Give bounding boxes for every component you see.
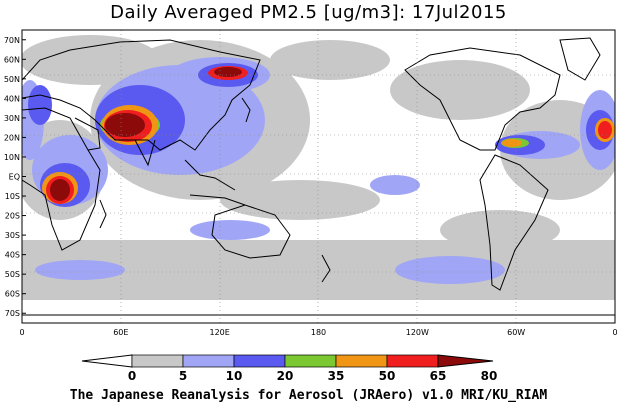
pm25-map: 70N 60N 50N 40N 30N 20N 10N EQ 10S 20S 30S 40S 50S 60… bbox=[4, 29, 617, 337]
lon-label-5: 60W bbox=[507, 328, 525, 337]
lat-label-70n: 70N bbox=[4, 36, 20, 45]
lon-label-4: 120W bbox=[406, 328, 429, 337]
lon-label-3: 180 bbox=[311, 328, 326, 337]
lat-label-40n: 40N bbox=[4, 94, 20, 103]
map-title: Daily Averaged PM2.5 [ug/m3]: 17Jul2015 bbox=[110, 2, 507, 23]
lon-label-6: 0 bbox=[612, 328, 617, 337]
longitude-labels: 0 60E 120E 180 120W 60W 0 bbox=[19, 328, 617, 337]
lat-label-eq: EQ bbox=[9, 173, 20, 182]
lat-label-30n: 30N bbox=[4, 114, 20, 123]
colorbar-label-5: 5 bbox=[179, 369, 187, 383]
colorbar-label-65: 65 bbox=[430, 369, 447, 383]
lon-label-1: 60E bbox=[113, 328, 128, 337]
lat-label-50n: 50N bbox=[4, 75, 20, 84]
colorbar-label-80: 80 bbox=[481, 369, 498, 383]
colorbar-label-35: 35 bbox=[328, 369, 345, 383]
lat-label-20n: 20N bbox=[4, 133, 20, 142]
lat-label-60n: 60N bbox=[4, 55, 20, 64]
lat-label-60s: 60S bbox=[5, 290, 20, 299]
pm25-level-80-plus bbox=[50, 67, 242, 201]
colorbar-label-50: 50 bbox=[379, 369, 396, 383]
lon-label-2: 120E bbox=[210, 328, 230, 337]
lon-label-0: 0 bbox=[19, 328, 24, 337]
lat-label-50s: 50S bbox=[5, 270, 20, 279]
lat-label-10n: 10N bbox=[4, 153, 20, 162]
credit-line: The Japanese Reanalysis for Aerosol (JRA… bbox=[69, 388, 548, 403]
colorbar-labels: 0 5 10 20 35 50 65 80 bbox=[128, 369, 498, 383]
colorbar-label-20: 20 bbox=[277, 369, 294, 383]
lat-label-40s: 40S bbox=[5, 251, 20, 260]
colorbar-label-10: 10 bbox=[226, 369, 243, 383]
colorbar-label-0: 0 bbox=[128, 369, 136, 383]
coastlines bbox=[22, 37, 615, 316]
lat-label-10s: 10S bbox=[5, 192, 20, 201]
lat-label-70s: 70S bbox=[5, 309, 20, 318]
lat-label-20s: 20S bbox=[5, 212, 20, 221]
latitude-labels: 70N 60N 50N 40N 30N 20N 10N EQ 10S 20S 30S 40S 50S 60… bbox=[4, 36, 26, 318]
lat-label-30s: 30S bbox=[5, 231, 20, 240]
lat-lon-grid bbox=[22, 30, 615, 323]
